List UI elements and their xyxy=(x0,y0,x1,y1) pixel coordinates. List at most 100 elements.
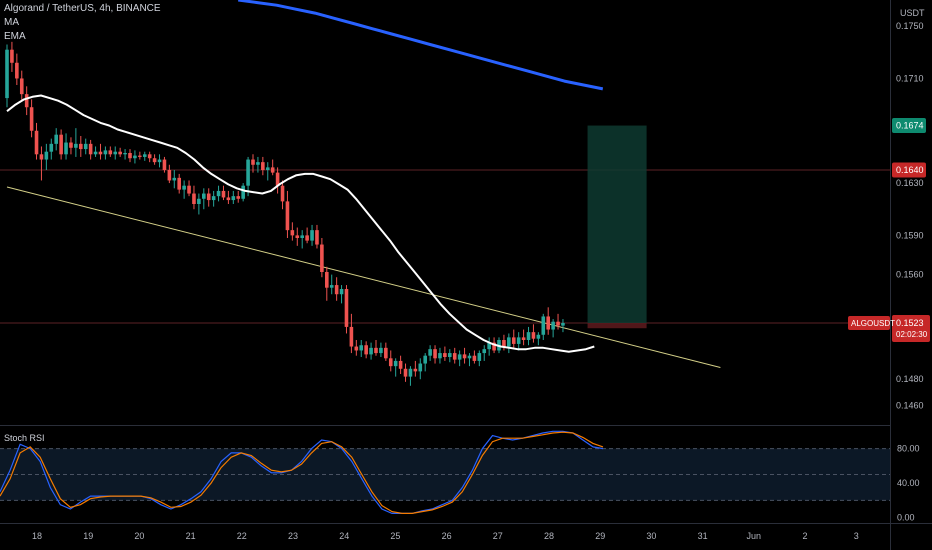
candle-body xyxy=(142,154,147,157)
candle-body xyxy=(526,332,531,340)
candle-body xyxy=(354,346,359,351)
candle-body xyxy=(457,354,462,360)
symbol-badge-bg xyxy=(848,316,890,330)
candle-body xyxy=(74,143,78,148)
candle-body xyxy=(118,151,122,155)
time-tick-label: 2 xyxy=(802,531,807,541)
candle-body xyxy=(64,142,68,155)
candle-body xyxy=(305,235,309,241)
price-tick-label: 0.1460 xyxy=(896,400,924,410)
candle-body xyxy=(536,334,541,339)
price-tick-label: 0.1480 xyxy=(896,374,924,384)
candle-body xyxy=(329,285,334,288)
candle-body xyxy=(556,321,560,326)
candle-body xyxy=(187,185,191,194)
ema-line xyxy=(237,0,604,91)
candle-body xyxy=(438,353,442,359)
candle-body xyxy=(221,190,226,198)
moving-average-lines xyxy=(6,0,604,353)
time-tick-label: 22 xyxy=(237,531,247,541)
stoch-rsi-label[interactable]: Stoch RSI xyxy=(4,433,45,443)
candle-body xyxy=(34,130,39,155)
candle-body xyxy=(349,326,354,347)
ema-indicator-label[interactable]: EMA xyxy=(4,31,26,42)
candle-body xyxy=(152,158,157,163)
time-tick-label: 30 xyxy=(646,531,656,541)
candle-body xyxy=(226,197,231,201)
candle-body xyxy=(541,316,546,335)
candle-body xyxy=(59,134,63,155)
candle-body xyxy=(113,151,118,155)
candle-body xyxy=(69,142,73,148)
time-tick-label: 21 xyxy=(186,531,196,541)
position-target-zone xyxy=(587,125,647,324)
candle-body xyxy=(256,162,260,165)
candle-body xyxy=(128,153,132,159)
candle-body xyxy=(369,347,373,355)
candle-body xyxy=(487,342,491,350)
candle-body xyxy=(384,347,388,359)
candle-body xyxy=(521,337,526,340)
stoch-d-line xyxy=(0,431,604,515)
long-position-tool[interactable] xyxy=(587,125,647,329)
candle-body xyxy=(83,143,88,150)
symbol-title[interactable]: Algorand / TetherUS, 4h, BINANCE xyxy=(4,3,161,14)
candle-body xyxy=(157,159,162,163)
candle-body xyxy=(546,316,550,330)
time-tick-label: 27 xyxy=(493,531,503,541)
candle-body xyxy=(29,107,34,131)
countdown-badge: 02:02:30 xyxy=(896,330,928,339)
stoch-tick-label: 0.00 xyxy=(897,513,915,523)
time-tick-label: 31 xyxy=(698,531,708,541)
candle-body xyxy=(93,151,98,155)
candle-body xyxy=(202,193,206,199)
candle-body xyxy=(472,355,477,361)
price-tick-label: 0.1630 xyxy=(896,178,924,188)
candle-body xyxy=(280,185,285,202)
symbol-badge: ALGOUSDT xyxy=(851,319,895,328)
candle-body xyxy=(251,159,255,165)
candle-body xyxy=(339,289,344,295)
ma-indicator-label[interactable]: MA xyxy=(4,17,19,28)
candle-body xyxy=(241,185,245,199)
trendline xyxy=(6,186,721,368)
candle-body xyxy=(467,355,472,359)
candle-body xyxy=(320,244,324,272)
level-price-badge-bg xyxy=(892,162,926,178)
candle-body xyxy=(182,185,186,190)
candle-body xyxy=(162,159,167,170)
candle-body xyxy=(325,272,329,288)
time-tick-label: 19 xyxy=(83,531,93,541)
candle-body xyxy=(452,353,457,360)
candle-body xyxy=(79,143,83,150)
time-tick-label: 26 xyxy=(442,531,452,541)
candle-body xyxy=(398,360,403,369)
candle-body xyxy=(19,78,24,95)
candle-body xyxy=(138,155,142,157)
candle-body xyxy=(147,154,152,159)
candle-body xyxy=(531,332,536,339)
stoch-rsi-panel xyxy=(0,430,890,515)
time-tick-label: Jun xyxy=(747,531,762,541)
stoch-tick-label: 80.00 xyxy=(897,444,920,454)
candle-body xyxy=(133,155,137,159)
candle-body xyxy=(507,337,511,347)
price-tick-label: 0.1590 xyxy=(896,230,924,240)
candle-body xyxy=(511,337,516,344)
ma-line xyxy=(6,94,595,353)
price-tick-label: 0.1710 xyxy=(896,73,924,83)
candle-body xyxy=(334,285,339,295)
candle-body xyxy=(261,162,265,170)
candle-body xyxy=(482,349,487,354)
candle-body xyxy=(448,353,452,357)
candle-body xyxy=(561,323,565,326)
candle-body xyxy=(315,230,319,245)
candle-body xyxy=(300,235,304,238)
candle-body xyxy=(167,170,172,181)
candle-body xyxy=(98,151,103,155)
candle-body xyxy=(310,230,314,241)
candle-body xyxy=(192,193,196,204)
